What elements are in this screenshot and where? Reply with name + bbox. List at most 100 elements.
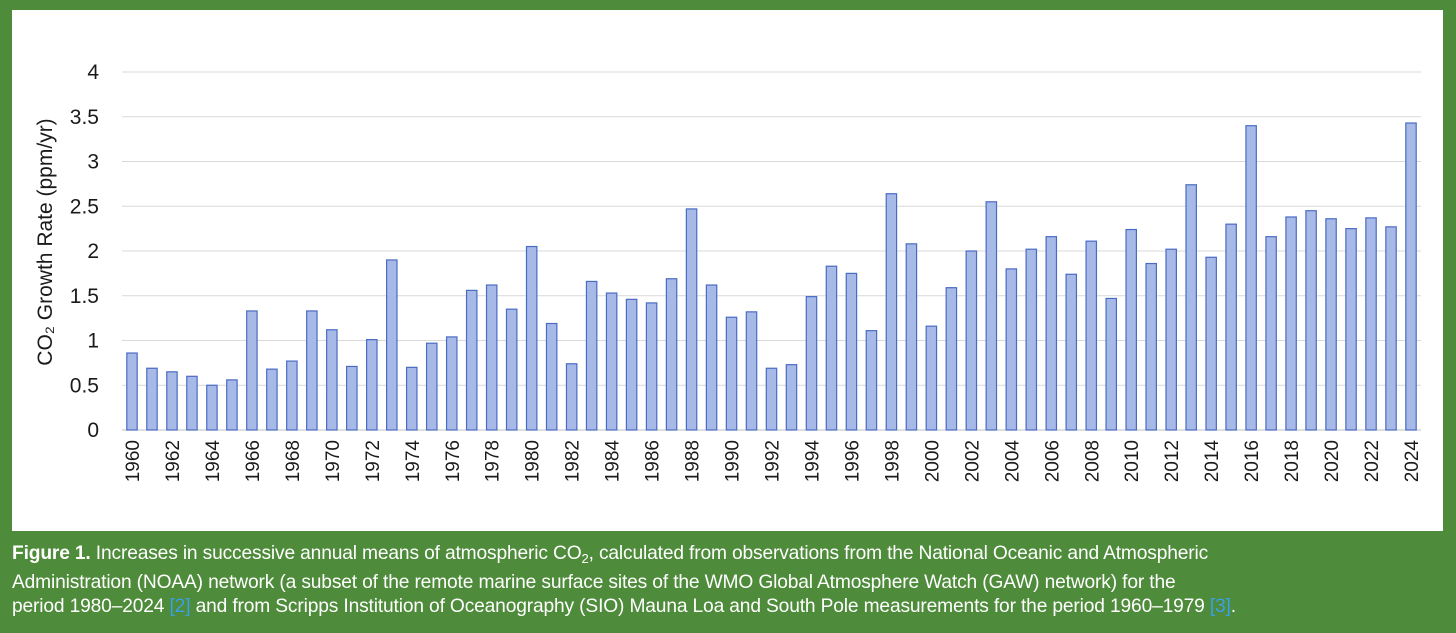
reference-link-3[interactable]: [3] [1209,596,1231,617]
y-tick-label: 3.5 [70,106,99,129]
bar-1994 [805,296,818,431]
bar-2006 [1045,236,1058,431]
bar-1967 [266,368,278,431]
bar-1960 [126,352,138,431]
x-tick-label: 2002 [962,440,983,482]
chart-panel: 0 0.5 1 1.5 2 2.5 3 3.5 4 1960 1962 1964 1966 1968 19… [12,10,1443,531]
y-tick-label: 2.5 [70,195,99,218]
x-tick-label: 1960 [123,440,144,482]
caption-subscript: 2 [581,551,589,566]
bar-2009 [1105,297,1118,431]
reference-link-2[interactable]: [2] [169,596,191,617]
y-tick-label: 3 [87,151,99,174]
caption-text-3b: and from Scripps Institution of Oceanogr… [190,596,1210,617]
bar-2018 [1285,216,1297,431]
figure-caption: Figure 1. Increases in successive annual… [12,542,1442,632]
x-tick-label: 1976 [443,440,464,482]
bar-1997 [865,330,878,431]
x-tick-label: 1970 [323,440,344,482]
figure-label: Figure 1. [12,543,91,564]
bar-1986 [645,302,658,431]
x-tick-label: 1974 [403,440,424,483]
x-tick-label: 2000 [922,440,943,482]
bar-1962 [166,371,178,431]
y-tick-label: 0 [87,419,99,442]
bar-1993 [785,364,798,431]
bar-1989 [705,284,718,431]
x-tick-label: 1994 [802,440,823,483]
x-tick-label: 1982 [563,440,584,482]
x-tick-label: 1992 [763,440,784,482]
x-tick-label: 1998 [882,440,903,482]
bar-2017 [1265,236,1277,431]
x-tick-label: 1962 [163,440,184,482]
bar-2012 [1165,248,1177,431]
y-tick-label: 1.5 [70,285,99,308]
bar-chart: 00.511.522.533.54 1960 1962 1964 1966 1968 19… [34,61,1423,483]
bar-2016 [1245,125,1257,431]
x-tick-label: 2020 [1322,440,1343,482]
x-tick-label: 1996 [842,440,863,482]
y-axis-label: CO₂ Growth Rate (ppm/yr) [34,118,57,365]
x-tick-label: 1986 [643,440,664,482]
x-tick-label: 1980 [523,440,544,482]
bar-2019 [1305,210,1317,431]
bar-2015 [1225,223,1237,431]
bar-1968 [286,360,298,431]
bar-1963 [186,375,198,431]
x-tick-label: 2016 [1242,440,1263,482]
bar-1965 [226,379,238,431]
x-tick-label: 2022 [1362,440,1383,482]
bar-2023 [1385,226,1397,431]
bar-1966 [246,310,258,431]
bar-1976 [445,336,458,431]
bar-2013 [1185,184,1197,431]
x-tick-label: 1990 [723,440,744,482]
caption-text-3a: period 1980–2024 [12,596,170,617]
bar-2010 [1125,228,1138,431]
bar-1973 [386,259,398,431]
bar-1979 [505,308,518,431]
bar-2002 [965,250,978,431]
bar-2024 [1405,122,1417,431]
caption-text-2: Administration (NOAA) network (a subset … [12,572,1176,593]
y-tick-label: 0.5 [70,374,99,397]
bar-2020 [1325,218,1337,431]
bar-2008 [1085,240,1098,431]
bar-2007 [1065,273,1078,431]
bar-1995 [825,265,838,431]
bar-1996 [845,272,858,431]
x-tick-label: 2008 [1082,440,1103,482]
bar-2011 [1145,262,1158,431]
bar-2001 [945,287,958,431]
bar-1983 [585,280,598,431]
x-tick-label: 1988 [683,440,704,482]
x-tick-label: 2012 [1162,440,1183,482]
bar-1977 [465,289,478,431]
gridlines [122,71,1421,431]
x-tick-label: 2018 [1282,440,1303,482]
x-tick-label: 2024 [1402,440,1423,483]
bars [126,122,1417,431]
bar-2014 [1205,256,1217,431]
bar-2021 [1345,228,1357,431]
y-tick-label: 2 [87,240,99,263]
bar-1975 [425,342,438,431]
bar-2022 [1365,217,1377,431]
y-tick-label: 1 [87,330,99,353]
x-tick-label: 1984 [603,440,624,483]
bar-1964 [206,384,218,431]
bar-2003 [985,201,998,431]
bar-1978 [485,284,498,431]
bar-1970 [326,329,338,431]
x-tick-label: 2014 [1202,440,1223,483]
bar-1988 [685,208,698,431]
y-tick-labels: 0 0.5 1 1.5 2 2.5 3 3.5 4 [70,61,100,442]
caption-text-3-end: . [1230,596,1236,617]
bar-1974 [405,366,418,431]
bar-1984 [605,292,618,431]
caption-text-1b: , calculated from observations from the … [588,543,1209,564]
bar-1981 [545,322,558,431]
y-tick-label: 4 [87,61,99,84]
